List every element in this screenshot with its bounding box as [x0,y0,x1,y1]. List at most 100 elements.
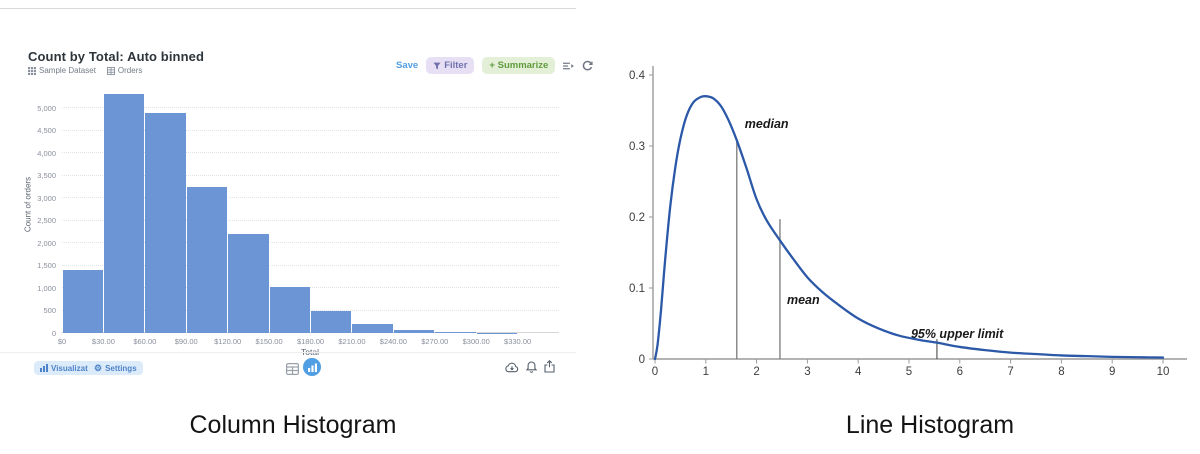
y-tick-label: 3,000 [37,193,56,203]
screenshot-top-border [0,8,576,9]
histogram-bar[interactable] [103,94,145,333]
annotation-mean: mean [787,293,820,307]
annotation-median: median [745,117,789,131]
question-title: Count by Total: Auto binned [28,49,204,64]
x-tick-label: 1 [703,366,709,378]
line-histogram-plot: 0 1 2 3 4 5 6 7 8 9 10 0 0.1 0.2 0.3 0.4 median mean 95% u… [629,66,1187,378]
histogram-bar[interactable] [269,287,310,333]
gear-icon: ⚙ [94,362,103,373]
filter-button-label: Filter [444,60,468,71]
x-axis-line [62,332,559,333]
filter-button[interactable]: Filter [426,57,475,74]
gridline [62,129,559,131]
visualization-button-label: Visualization [51,363,100,373]
y-tick-label: 0 [639,354,645,366]
x-tick-label: $150.00 [255,337,283,346]
table-view-icon[interactable] [286,363,299,375]
cloud-download-icon[interactable] [505,362,519,373]
x-tick-label: $240.00 [379,337,407,346]
y-tick-label: 2,500 [37,216,56,226]
x-tick-label: $90.00 [174,337,198,346]
x-tick-label: 8 [1058,366,1064,378]
settings-button-label: Settings [105,363,137,373]
y-tick-label: 4,500 [37,126,56,136]
x-tick-label: 4 [855,366,862,378]
x-tick-label: 2 [753,366,759,378]
toolbar: Save Filter + Summarize [396,57,593,74]
dataset-grid-icon [28,66,36,75]
table-icon [106,66,115,75]
summarize-button-label: + Summarize [489,60,549,71]
histogram-bar[interactable] [145,112,186,333]
y-tick-label: 0 [51,329,56,338]
funnel-icon [433,62,441,69]
x-tick-label: $330.00 [504,337,532,346]
y-tick-label: 3,500 [37,171,56,181]
settings-button[interactable]: ⚙ Settings [88,361,143,375]
bell-icon[interactable] [526,361,537,374]
x-tick-label: 7 [1007,366,1013,378]
breadcrumb-dataset-label: Sample Dataset [39,66,96,75]
y-tick-label: 1,500 [37,261,56,271]
y-tick-label: 1,000 [37,283,56,293]
bar-chart-icon [40,364,48,372]
histogram-bar[interactable] [311,310,352,333]
gridline [62,264,559,266]
y-tick-label: 0.3 [629,141,645,153]
x-tick-label: $60.00 [133,337,157,346]
visualization-button[interactable]: Visualization [34,361,106,375]
y-tick-label: 500 [43,306,56,316]
x-tick-label: $210.00 [338,337,366,346]
y-tick-label: 0.4 [629,70,646,82]
y-axis-tick-labels: 0 500 1,000 1,500 2,000 2,500 3,000 3,500 4,000 4… [16,85,56,338]
gridline [62,174,559,176]
refresh-icon[interactable] [582,60,593,72]
histogram-bar[interactable] [62,270,103,333]
bar-plot-area [62,85,559,333]
y-tick-label: 0.2 [629,212,645,224]
x-tick-label: 0 [652,366,658,378]
gridline [62,152,559,153]
histogram-bar[interactable] [393,329,435,333]
x-tick-label: $180.00 [296,337,325,346]
chart-view-icon[interactable] [303,358,321,376]
x-tick-label: 10 [1157,366,1170,378]
caption-line-histogram: Line Histogram [845,411,1015,439]
y-tick-label: 0.1 [629,283,645,295]
y-tick-label: 4,000 [37,148,56,158]
share-icon[interactable] [544,360,555,373]
gridline [62,309,559,311]
breadcrumb-dataset[interactable]: Sample Dataset [28,66,96,75]
summarize-button[interactable]: + Summarize [482,57,556,74]
x-tick-label: 9 [1109,366,1115,378]
caption-column-histogram: Column Histogram [189,411,397,439]
y-tick-label: 2,000 [37,238,56,248]
density-curve [653,94,1165,361]
x-tick-label: 6 [957,366,963,378]
x-tick-label: 5 [906,366,912,378]
y-tick-label: 5,000 [37,103,56,113]
editor-toggle-icon[interactable] [563,61,575,71]
x-tick-label: $30.00 [91,337,115,346]
gridline [62,219,559,221]
gridline [62,287,559,288]
histogram-bar[interactable] [352,324,393,333]
x-tick-label: $270.00 [421,337,449,346]
histogram-bar[interactable] [435,331,476,333]
breadcrumb-table-label: Orders [117,66,143,75]
gridline [62,107,559,108]
card-footer: Visualization ⚙ Settings [0,352,576,386]
save-button[interactable]: Save [396,60,419,71]
x-tick-label: $300.00 [462,337,490,346]
x-axis-tick-labels: $0 $30.00 $60.00 $90.00 $120.00 $150.00 $180.0… [58,337,559,349]
x-tick-label: 3 [804,366,810,378]
breadcrumb: Sample Dataset Orders [28,66,142,75]
breadcrumb-table[interactable]: Orders [106,66,143,75]
histogram-bar[interactable] [186,187,228,333]
annotation-95-upper-limit: 95% upper limit [911,327,1004,341]
gridline [62,197,559,198]
x-tick-label: $120.00 [214,337,242,346]
histogram-bar[interactable] [228,234,269,333]
gridline [62,242,559,243]
